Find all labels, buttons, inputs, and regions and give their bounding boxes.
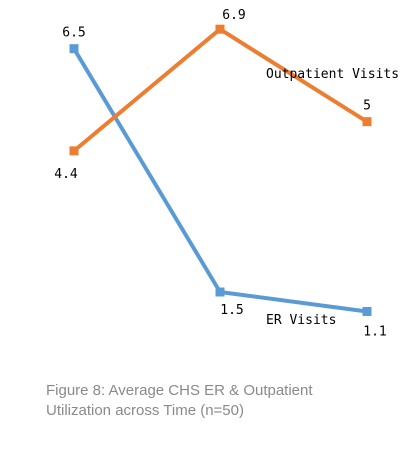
er-visits-line [72, 47, 368, 314]
outpatient-visits-marker-2 [215, 24, 225, 34]
outpatient-visits-line [72, 27, 369, 153]
figure-caption: Figure 8: Average CHS ER & Outpatient Ut… [46, 381, 386, 421]
outpatient-visits-data-label-2: 6.9 [222, 8, 245, 23]
caption-line-2: Utilization across Time (n=50) [46, 402, 244, 419]
er-visits-marker-2 [215, 287, 225, 297]
er-visits-marker-3 [362, 306, 372, 316]
er-visits-data-label-1: 6.5 [62, 26, 85, 41]
outpatient-visits-data-label-3: 5 [363, 99, 371, 114]
line-chart: 6.5 1.5 1.1 ER Visits 4.4 6.9 5 Outpatient Visi… [54, 8, 399, 339]
outpatient-visits-marker-3 [362, 117, 372, 127]
er-visits-series-label: ER Visits [266, 313, 336, 328]
er-visits-data-label-2: 1.5 [220, 303, 243, 318]
er-visits-data-label-3: 1.1 [363, 324, 386, 339]
outpatient-visits-marker-1 [69, 146, 79, 156]
caption-line-1: Figure 8: Average CHS ER & Outpatient [46, 382, 313, 399]
outpatient-visits-data-label-1: 4.4 [54, 167, 78, 182]
er-visits-marker-1 [69, 44, 79, 54]
outpatient-visits-series-label: Outpatient Visits [266, 67, 399, 82]
